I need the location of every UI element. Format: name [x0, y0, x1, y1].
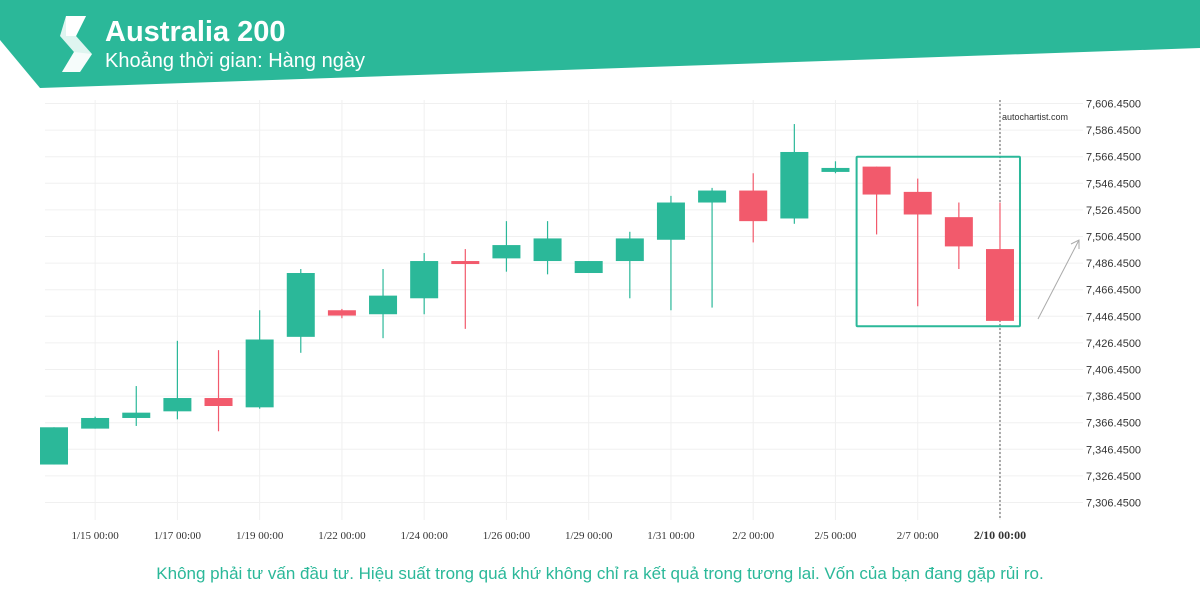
x-tick-label: 1/24 00:00 — [400, 530, 448, 542]
header-banner — [0, 0, 1200, 88]
y-tick-label: 7,526.4500 — [1086, 205, 1141, 217]
bullish-candle — [698, 190, 727, 203]
bullish-candle — [533, 238, 562, 262]
x-tick-label: 2/7 00:00 — [897, 530, 939, 542]
x-tick-label: 1/31 00:00 — [647, 530, 695, 542]
y-tick-label: 7,446.4500 — [1086, 311, 1141, 323]
timeframe-subtitle: Khoảng thời gian: Hàng ngày — [105, 50, 365, 72]
bearish-candle — [944, 217, 973, 247]
y-tick-label: 7,326.4500 — [1086, 471, 1141, 483]
pattern-highlight-box — [855, 155, 1021, 328]
bearish-candle — [862, 166, 891, 195]
bearish-candle — [903, 191, 932, 215]
x-tick-label: 1/22 00:00 — [318, 530, 366, 542]
disclaimer-text: Không phải tư vấn đầu tư. Hiệu suất tron… — [156, 564, 1044, 583]
bullish-candle — [821, 167, 850, 172]
bullish-candle — [245, 339, 274, 408]
projection-arrow-line — [1037, 239, 1080, 320]
y-tick-label: 7,586.4500 — [1086, 125, 1141, 137]
candlestick-chart: 7,606.4500 7,586.4500 7,566.4500 7,546.4500… — [40, 99, 1141, 542]
bullish-candle — [40, 427, 68, 465]
y-tick-label: 7,506.4500 — [1086, 232, 1141, 244]
bullish-candle — [163, 398, 192, 412]
x-tick-label: 1/17 00:00 — [154, 530, 202, 542]
y-tick-label: 7,566.4500 — [1086, 152, 1141, 164]
bearish-candle — [327, 310, 356, 316]
y-tick-label: 7,546.4500 — [1086, 178, 1141, 190]
y-tick-label: 7,406.4500 — [1086, 365, 1141, 377]
bearish-candle — [739, 190, 768, 222]
bullish-candle — [780, 151, 809, 219]
y-tick-label: 7,366.4500 — [1086, 418, 1141, 430]
bullish-candle — [369, 295, 398, 315]
y-tick-label: 7,426.4500 — [1086, 338, 1141, 350]
x-tick-label: 1/19 00:00 — [236, 530, 284, 542]
y-tick-label: 7,386.4500 — [1086, 391, 1141, 403]
x-tick-label: 1/15 00:00 — [71, 530, 119, 542]
bullish-candle — [81, 417, 110, 429]
page-title: Australia 200 — [105, 16, 286, 48]
x-tick-label: 1/26 00:00 — [483, 530, 531, 542]
bullish-candle — [615, 238, 644, 262]
projection-arrow-head — [1070, 239, 1080, 249]
autochartist-logo-icon — [60, 16, 92, 72]
y-tick-label: 7,306.4500 — [1086, 498, 1141, 510]
bearish-candle — [204, 398, 233, 407]
bearish-candle — [985, 249, 1014, 321]
y-tick-label: 7,486.4500 — [1086, 258, 1141, 270]
y-tick-label: 7,346.4500 — [1086, 444, 1141, 456]
bullish-candle — [492, 245, 521, 259]
watermark-text: autochartist.com — [1002, 112, 1068, 122]
x-tick-label: 1/29 00:00 — [565, 530, 613, 542]
bearish-candle — [451, 261, 480, 265]
x-tick-label: 2/5 00:00 — [815, 530, 857, 542]
bullish-candle — [410, 261, 439, 299]
y-tick-label: 7,606.4500 — [1086, 99, 1141, 111]
bullish-candle — [122, 412, 151, 418]
bullish-candle — [656, 202, 685, 240]
bullish-candle — [574, 261, 603, 274]
x-tick-label: 2/2 00:00 — [732, 530, 774, 542]
y-tick-label: 7,466.4500 — [1086, 285, 1141, 297]
x-tick-label: 2/10 00:00 — [974, 528, 1026, 542]
bullish-candle — [286, 273, 315, 337]
